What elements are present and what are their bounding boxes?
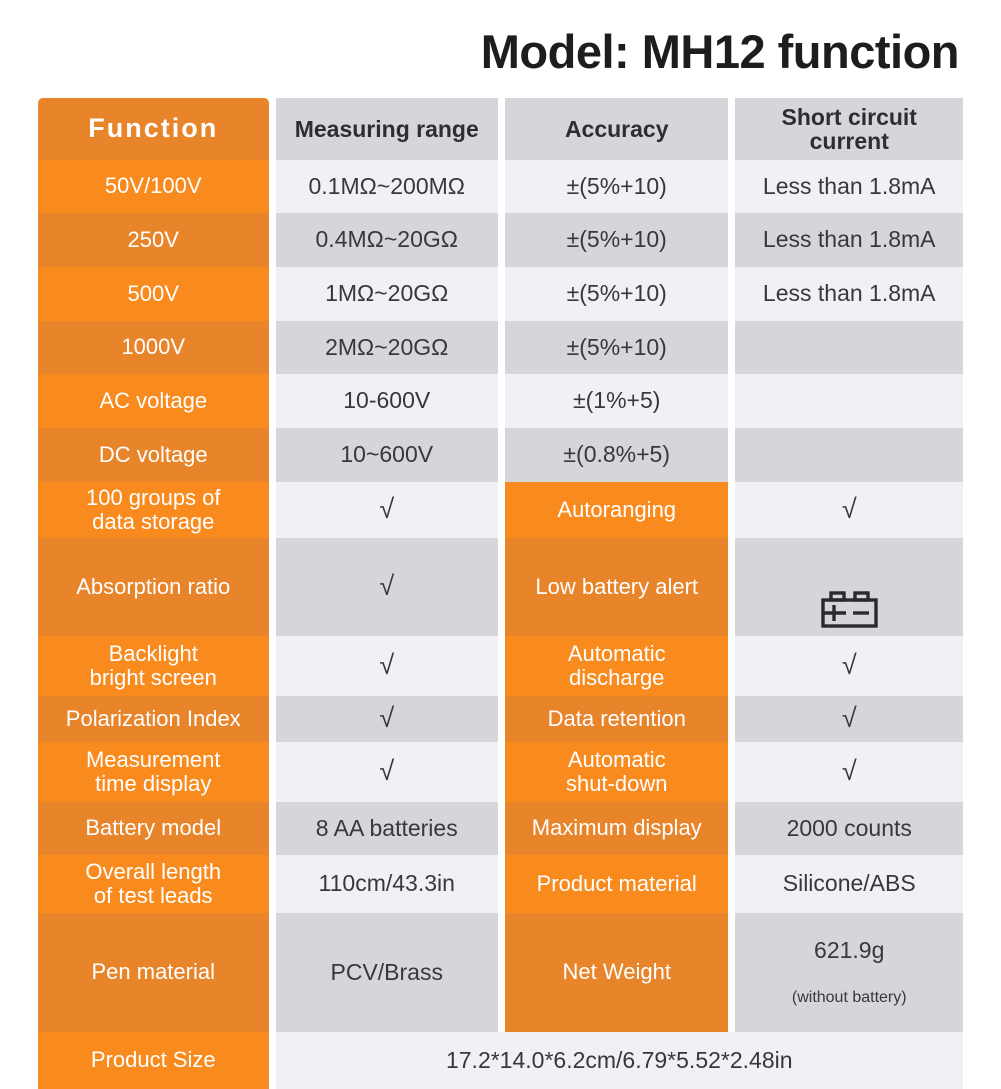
feature-label: Data retention: [504, 695, 729, 742]
short-circuit-value: [735, 374, 963, 428]
check-cell: √: [735, 635, 963, 696]
feature-label: Product material: [504, 854, 729, 913]
row-pen-material-net-weight: Pen material PCV/Brass Net Weight 621.9g…: [38, 912, 963, 1032]
header-short-circuit-current: Short circuit current: [735, 98, 963, 160]
check-cell: √: [735, 482, 963, 538]
row-measurement-time-shutdown: Measurement time display √ Automatic shu…: [38, 741, 963, 802]
measuring-range-value: 1MΩ~20GΩ: [275, 267, 498, 321]
accuracy-value: ±(5%+10): [504, 160, 729, 213]
header-measuring-range: Measuring range: [275, 98, 498, 160]
battery-icon-cell: [735, 538, 963, 636]
header-accuracy: Accuracy: [504, 98, 729, 160]
battery-model-value: 8 AA batteries: [275, 801, 498, 855]
header-function: Function: [38, 98, 269, 160]
accuracy-value: ±(0.8%+5): [504, 428, 729, 482]
check-cell: √: [275, 695, 498, 742]
check-cell: √: [275, 538, 498, 636]
header-row: Function Measuring range Accuracy Short …: [38, 98, 963, 160]
row-ac-voltage: AC voltage 10-600V ±(1%+5): [38, 374, 963, 428]
feature-label: Automatic shut-down: [504, 741, 729, 802]
feature-label: Maximum display: [504, 801, 729, 855]
accuracy-value: ±(5%+10): [504, 321, 729, 374]
product-size-value: 17.2*14.0*6.2cm/6.79*5.52*2.48in: [275, 1031, 963, 1089]
accuracy-value: ±(1%+5): [504, 374, 729, 428]
battery-icon: [818, 563, 880, 636]
product-material-value: Silicone/ABS: [735, 854, 963, 913]
page-title: Model: MH12 function: [480, 25, 960, 78]
net-weight-sub: (without battery): [791, 988, 907, 1006]
function-label: Backlight bright screen: [38, 635, 269, 696]
short-circuit-value: Less than 1.8mA: [735, 267, 963, 321]
measuring-range-value: 10-600V: [275, 374, 498, 428]
row-battery-model-max-display: Battery model 8 AA batteries Maximum dis…: [38, 801, 963, 855]
function-label: Measurement time display: [38, 741, 269, 802]
row-50v-100v: 50V/100V 0.1MΩ~200MΩ ±(5%+10) Less than …: [38, 160, 963, 213]
row-dc-voltage: DC voltage 10~600V ±(0.8%+5): [38, 428, 963, 482]
row-500v: 500V 1MΩ~20GΩ ±(5%+10) Less than 1.8mA: [38, 267, 963, 321]
spec-table: Function Measuring range Accuracy Short …: [31, 98, 970, 1089]
accuracy-value: ±(5%+10): [504, 213, 729, 267]
measuring-range-value: 10~600V: [275, 428, 498, 482]
function-label: 50V/100V: [38, 160, 269, 213]
measuring-range-value: 2MΩ~20GΩ: [275, 321, 498, 374]
lead-length-value: 110cm/43.3in: [275, 854, 498, 913]
check-cell: √: [735, 741, 963, 802]
function-label: Battery model: [38, 801, 269, 855]
measuring-range-value: 0.1MΩ~200MΩ: [275, 160, 498, 213]
feature-label: Autoranging: [504, 482, 729, 538]
short-circuit-value: Less than 1.8mA: [735, 213, 963, 267]
row-backlight-discharge: Backlight bright screen √ Automatic disc…: [38, 635, 963, 696]
row-250v: 250V 0.4MΩ~20GΩ ±(5%+10) Less than 1.8mA: [38, 213, 963, 267]
row-lead-length-material: Overall length of test leads 110cm/43.3i…: [38, 854, 963, 913]
feature-label: Automatic discharge: [504, 635, 729, 696]
net-weight-value: 621.9g (without battery): [735, 912, 963, 1032]
check-cell: √: [275, 482, 498, 538]
row-polarization-data-retention: Polarization Index √ Data retention √: [38, 695, 963, 742]
row-data-storage-autoranging: 100 groups of data storage √ Autoranging…: [38, 482, 963, 538]
short-circuit-value: Less than 1.8mA: [735, 160, 963, 213]
function-label: Product Size: [38, 1031, 269, 1089]
function-label: AC voltage: [38, 374, 269, 428]
row-product-size: Product Size 17.2*14.0*6.2cm/6.79*5.52*2…: [38, 1031, 963, 1089]
check-cell: √: [275, 635, 498, 696]
feature-label: Net Weight: [504, 912, 729, 1032]
function-label: Overall length of test leads: [38, 854, 269, 913]
function-label: Polarization Index: [38, 695, 269, 742]
net-weight-main: 621.9g: [814, 937, 885, 964]
max-display-value: 2000 counts: [735, 801, 963, 855]
function-label: 250V: [38, 213, 269, 267]
row-1000v: 1000V 2MΩ~20GΩ ±(5%+10): [38, 321, 963, 374]
short-circuit-value: [735, 321, 963, 374]
check-cell: √: [735, 695, 963, 742]
accuracy-value: ±(5%+10): [504, 267, 729, 321]
function-label: DC voltage: [38, 428, 269, 482]
feature-label: Low battery alert: [504, 538, 729, 636]
pen-material-value: PCV/Brass: [275, 912, 498, 1032]
check-cell: √: [275, 741, 498, 802]
function-label: 1000V: [38, 321, 269, 374]
function-label: 500V: [38, 267, 269, 321]
measuring-range-value: 0.4MΩ~20GΩ: [275, 213, 498, 267]
row-absorption-low-battery: Absorption ratio √ Low battery alert: [38, 538, 963, 636]
function-label: Absorption ratio: [38, 538, 269, 636]
function-label: Pen material: [38, 912, 269, 1032]
short-circuit-value: [735, 428, 963, 482]
function-label: 100 groups of data storage: [38, 482, 269, 538]
